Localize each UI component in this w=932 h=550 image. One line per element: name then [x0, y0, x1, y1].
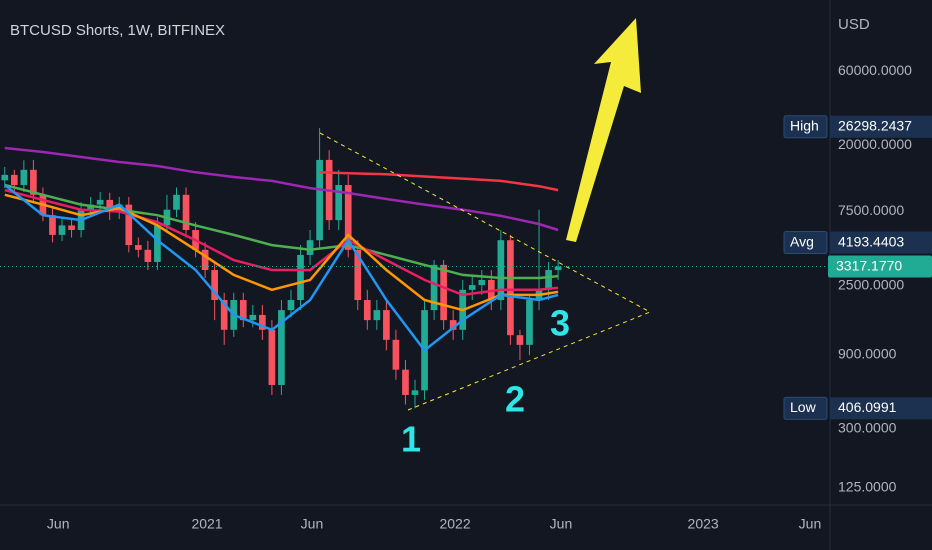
candle-body [354, 249, 362, 301]
candle-body [402, 369, 409, 395]
candle-body [554, 266, 562, 271]
stat-value-tag [830, 231, 932, 254]
candle-body [383, 310, 390, 340]
candle-body [526, 300, 533, 345]
stat-name-tag [783, 231, 828, 255]
x-tick-label: Jun [301, 516, 324, 532]
axis-unit: USD [838, 16, 870, 33]
candle-body [335, 185, 343, 221]
y-tick-label: 300.0000 [838, 419, 897, 435]
candle-body [96, 199, 104, 205]
chart-title: BTCUSD Shorts, 1W, BITFINEX [10, 22, 225, 39]
candle-body [363, 300, 371, 321]
candle-body [125, 204, 133, 246]
x-tick-label: Jun [799, 516, 822, 532]
candle-body [201, 249, 209, 271]
candle-body [497, 240, 505, 301]
wave-label: 3 [550, 303, 570, 344]
x-tick-label: Jun [550, 516, 573, 532]
candle-body [1, 174, 9, 181]
candle-body [392, 339, 400, 370]
candle-body [287, 300, 295, 311]
candle-body [306, 240, 314, 255]
stat-name: Avg [790, 233, 814, 249]
y-tick-label: 60000.0000 [838, 62, 912, 78]
stat-name: High [790, 117, 819, 133]
candle-body [344, 185, 352, 250]
candle-body [516, 335, 524, 345]
arrow [566, 18, 641, 242]
y-tick-label: 20000.0000 [838, 136, 912, 152]
candle-body [411, 390, 419, 395]
candle-body [278, 310, 285, 385]
x-tick-label: 2021 [191, 516, 222, 532]
candle-body [58, 225, 66, 235]
y-tick-label: 900.0000 [838, 345, 897, 361]
moving-average [4, 146, 559, 232]
stat-name: Low [790, 399, 817, 415]
candle-body [239, 300, 247, 321]
y-tick-label: 7500.0000 [838, 202, 904, 218]
candle-body [49, 215, 56, 235]
candle-body [268, 329, 276, 385]
stat-name-tag [783, 115, 828, 139]
y-tick-label: 125.0000 [838, 479, 897, 495]
last-price-label: 3317.1770 [836, 257, 902, 273]
last-price-tag [828, 255, 932, 278]
candle-body [449, 320, 457, 330]
candle-body [468, 285, 476, 290]
stat-name-tag [783, 396, 828, 420]
x-tick-label: 2023 [688, 516, 719, 532]
moving-average [4, 184, 559, 353]
plot-area [1, 128, 562, 409]
candle-body [249, 314, 257, 321]
candle-body [10, 174, 18, 186]
wave-label: 2 [505, 379, 525, 420]
candle-body [20, 169, 28, 186]
candle-body [545, 270, 552, 290]
moving-average [319, 171, 559, 192]
x-tick-label: 2022 [439, 516, 470, 532]
candle-body [297, 254, 304, 301]
trend-line-upper [319, 132, 651, 313]
moving-average [4, 183, 559, 280]
wave-label: 1 [401, 419, 421, 460]
candle-body [220, 300, 228, 330]
candle-body [478, 279, 486, 286]
candle-body [373, 310, 381, 321]
x-tick-label: Jun [47, 516, 70, 532]
y-tick-label: 2500.0000 [838, 276, 904, 292]
candle-body [173, 194, 180, 210]
candle-body [316, 159, 323, 241]
candle-body [144, 249, 152, 262]
candle-body [68, 225, 75, 231]
stat-value: 406.0991 [838, 399, 897, 415]
stat-value: 26298.2437 [838, 117, 912, 133]
stat-value-tag [830, 115, 932, 138]
candle-body [211, 270, 218, 301]
candle-body [430, 264, 438, 311]
candle-body [507, 240, 514, 336]
trend-line-lower [407, 311, 651, 411]
stat-value-tag [830, 397, 932, 420]
candle-body [440, 264, 447, 321]
candle-body [259, 314, 266, 330]
candle-body [154, 225, 161, 262]
stat-value: 4193.4403 [838, 233, 904, 249]
candle-body [87, 204, 94, 210]
candle-body [182, 194, 190, 231]
candle-body [30, 169, 37, 195]
candle-body [134, 245, 142, 250]
candle-body [106, 199, 114, 212]
